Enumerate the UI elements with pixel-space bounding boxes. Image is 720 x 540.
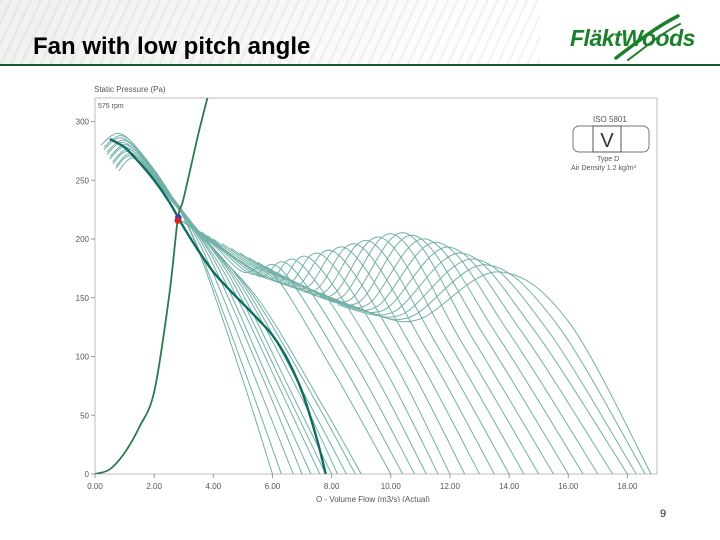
y-tick-label: 100 [76,353,90,362]
fan-performance-chart: Static Pressure (Pa) 575 rpm Q - Volume Fl… [76,85,658,502]
fan-curve [248,236,525,474]
page-number: 9 [660,508,667,520]
info-type: Type D [597,156,619,163]
y-tick-label: 200 [76,235,90,244]
fan-curve [337,271,652,474]
header-rule [0,64,720,66]
fan-curve [239,239,510,474]
info-density: Air Density 1.2 kg/m³ [571,165,637,172]
fan-curve [213,238,466,474]
system-curve [95,98,209,474]
x-tick-label: 4.00 [206,482,222,491]
y-tick-label: 150 [76,294,90,303]
company-logo: FläktWoods [570,25,695,51]
fan-curve [230,243,495,474]
fan-curve [183,221,404,474]
slide-header: Fan with low pitch angle FläktWoods [0,0,720,64]
info-symbol: V [600,130,614,152]
header-texture [0,0,540,64]
slide-title: Fan with low pitch angle [33,33,311,60]
x-tick-label: 2.00 [146,482,162,491]
x-tick-label: 12.00 [440,482,461,491]
x-tick-label: 16.00 [558,482,579,491]
y-tick-label: 50 [80,411,89,420]
speed-label: 575 rpm [98,103,124,110]
y-axis-title: Static Pressure (Pa) [94,85,166,94]
x-tick-label: 0.00 [87,482,103,491]
fan-curve [189,224,415,474]
x-tick-label: 14.00 [499,482,520,491]
y-tick-label: 0 [85,470,90,479]
fan-curve [115,153,347,474]
logo-swoosh-icon [614,14,681,61]
x-tick-label: 8.00 [324,482,340,491]
x-tick-label: 18.00 [617,482,638,491]
info-standard: ISO 5801 [593,115,627,124]
operating-point-red [174,217,182,224]
operating-fan-curve [109,138,327,474]
fan-curve [328,264,646,474]
fan-curve [310,252,628,474]
fan-curve [301,246,614,474]
y-tick-label: 300 [76,118,90,127]
x-axis-title: Q - Volume Flow (m3/s) (Actual) [316,495,430,502]
x-tick-label: 6.00 [265,482,281,491]
info-symbol-box [592,125,622,153]
fan-curve [221,243,480,474]
y-tick-label: 250 [76,176,90,185]
curve-group [95,98,652,474]
x-tick-label: 10.00 [381,482,402,491]
fan-curve [319,258,637,474]
